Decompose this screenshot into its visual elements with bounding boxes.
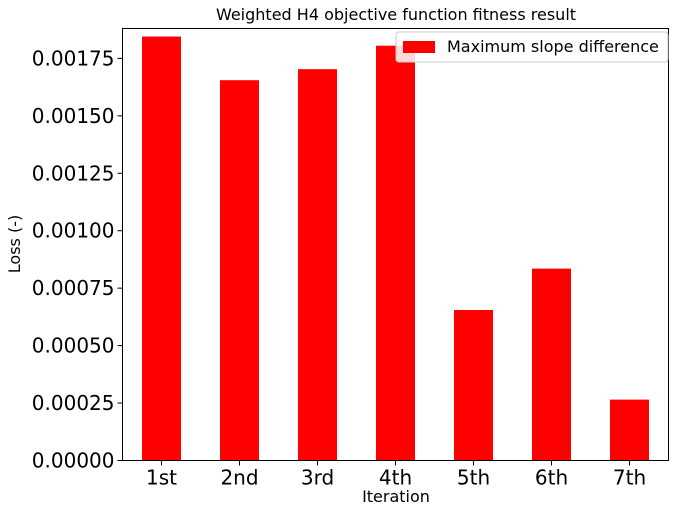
y-tick-label: 0.00175 <box>32 46 115 70</box>
bar-7th <box>610 399 649 461</box>
y-tick-label: 0.00150 <box>32 104 115 128</box>
bar-4th <box>376 45 415 461</box>
bar-6th <box>532 268 571 461</box>
y-tick-label: 0.00100 <box>32 219 115 243</box>
x-tick-label: 2nd <box>220 466 258 490</box>
y-axis-ticks: 0.00000 0.00025 0.00050 0.00075 0.00100 0.001… <box>32 46 123 473</box>
x-tick-label: 5th <box>457 466 490 490</box>
y-tick-label: 0.00125 <box>32 161 115 185</box>
legend-swatch <box>403 41 435 53</box>
bar-2nd <box>220 80 259 461</box>
y-tick-label: 0.00075 <box>32 276 115 300</box>
x-tick-label: 7th <box>613 466 646 490</box>
legend: Maximum slope difference <box>395 31 669 63</box>
y-tick-label: 0.00050 <box>32 334 115 358</box>
x-axis-title: Iteration <box>362 487 430 506</box>
legend-frame <box>395 31 669 63</box>
chart-title: Weighted H4 objective function fitness r… <box>216 5 576 24</box>
x-tick-label: 3rd <box>301 466 334 490</box>
bars-layer <box>142 36 649 461</box>
bar-1st <box>142 36 181 461</box>
legend-label: Maximum slope difference <box>447 37 659 56</box>
bar-5th <box>454 309 493 461</box>
bar-3rd <box>298 69 337 461</box>
x-tick-label: 6th <box>535 466 568 490</box>
x-tick-label: 4th <box>379 466 412 490</box>
y-tick-label: 0.00000 <box>32 449 115 473</box>
y-axis-title: Loss (-) <box>5 215 24 273</box>
x-tick-label: 1st <box>146 466 177 490</box>
x-axis-ticks: 1st 2nd 3rd 4th 5th 6th 7th <box>146 460 646 490</box>
y-tick-label: 0.00025 <box>32 391 115 415</box>
plot-frame <box>122 28 669 461</box>
